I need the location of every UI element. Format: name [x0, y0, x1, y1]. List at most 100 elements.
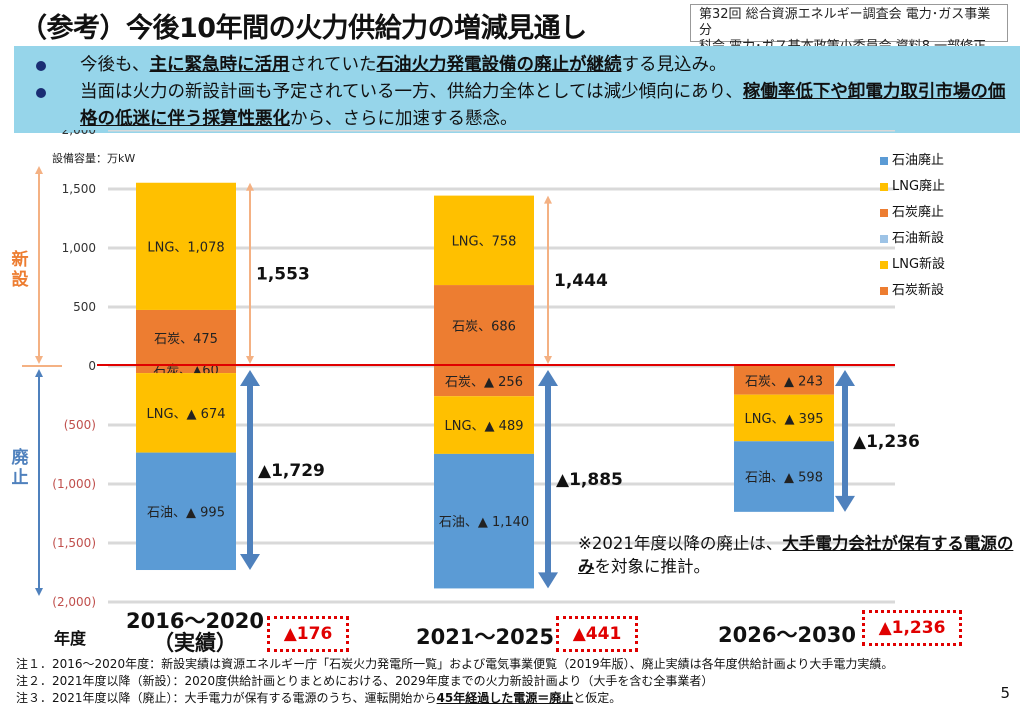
new-total-label: 1,553	[256, 264, 310, 284]
bar-segment	[434, 366, 534, 397]
bar-segment-label: LNG、1,078	[147, 240, 224, 255]
text-segment: を対象に推計。	[594, 557, 711, 576]
text-segment: する見込み。	[621, 55, 727, 75]
legend-swatch-icon	[880, 261, 888, 269]
y-axis-ticks: 2,000 1,500 1,000 500 0 (500) (1,000) (1,500) (2…	[52, 130, 96, 609]
emphasized-text: 稼働率低下や卸電力取引市場の価格の低迷に伴う採算性悪化	[80, 82, 1006, 129]
footnote-1: 注１．2016～2020年度：新設実績は資源エネルギー庁「石炭火力発電所一覧」お…	[16, 656, 893, 673]
legend-item: 石油新設	[880, 226, 945, 252]
y-tick-label: 1,500	[62, 182, 96, 196]
y-tick-label: (1,500)	[52, 536, 96, 550]
legend-item: LNG廃止	[880, 174, 945, 200]
y-tick-label: 0	[88, 359, 96, 373]
bar-segment	[734, 441, 834, 512]
emphasized-text: 45年経過した電源＝廃止	[436, 691, 574, 705]
text-segment: ※2021年度以降の廃止は、	[578, 534, 783, 553]
arrow-head-down-icon	[835, 495, 855, 512]
capacity-change-chart: 2,000 1,500 1,000 500 0 (500) (1,000) (1,500) (2…	[22, 130, 920, 609]
bar-segment	[434, 285, 534, 366]
bar-segment-label: 石油、▲ 1,140	[439, 515, 529, 530]
new-construction-label: 新設	[11, 250, 29, 290]
new-total-label: 1,444	[554, 271, 608, 291]
period-label-3: 2026～2030	[718, 623, 856, 647]
bar-segment-label: 石炭、▲ 243	[745, 374, 823, 389]
retire-total-label: ▲1,885	[556, 470, 623, 490]
footnote-3: 注３．2021年度以降（廃止）：大手電力が保有する電源のうち、運転開始から45年…	[16, 690, 893, 707]
text-segment: 今後も、	[80, 55, 150, 75]
y-tick-label: (500)	[64, 418, 96, 432]
emphasized-text: 主に緊急時に活用	[149, 55, 290, 75]
arrow-head-up-icon	[544, 195, 552, 204]
retire-total-label: ▲1,236	[853, 432, 920, 452]
arrow-head-up-icon	[35, 369, 43, 377]
y-tick-label: 2,000	[62, 130, 96, 137]
chart-legend: 石油廃止 LNG廃止石炭廃止石油新設 LNG新設石炭新設	[880, 148, 945, 304]
period-label-1: 2016～2020 （実績）	[120, 610, 270, 654]
bullet-1: 今後も、主に緊急時に活用されていた石油火力発電設備の廃止が継続する見込み。	[36, 52, 1006, 79]
bar-segment-label: 石油、▲ 995	[147, 505, 225, 520]
legend-item: 石炭新設	[880, 278, 945, 304]
legend-swatch-icon	[880, 157, 888, 165]
legend-label: 石油廃止	[892, 153, 945, 168]
period-1-line-1: 2016～2020	[126, 609, 264, 633]
bullet-2-text: 当面は火力の新設計画も予定されている一方、供給力全体としては減少傾向にあり、稼働…	[80, 82, 1005, 129]
legend-item: LNG新設	[880, 252, 945, 278]
period-1-line-2: （実績）	[153, 631, 237, 655]
y-tick-label: (2,000)	[52, 595, 96, 609]
page-number: 5	[1000, 684, 1010, 702]
text-segment: 注１．2016～2020年度：新設実績は資源エネルギー庁「石炭火力発電所一覧」お…	[16, 657, 894, 671]
bar-segment-label: 石炭、686	[452, 320, 516, 335]
bar-segment-label: LNG、758	[452, 234, 517, 249]
legend-label: LNG廃止	[892, 179, 946, 194]
retire-total-label: ▲1,729	[258, 461, 325, 481]
bullet-1-text: 今後も、主に緊急時に活用されていた石油火力発電設備の廃止が継続する見込み。	[80, 55, 726, 75]
legend-label: 石炭廃止	[892, 205, 945, 220]
page-title: （参考）今後10年間の火力供給力の増減見通し	[20, 13, 587, 44]
y-tick-label: 500	[73, 300, 96, 314]
text-segment: 注２．2021年度以降（新設）：2020度供給計画とりまとめにおける、2029年…	[16, 674, 714, 688]
emphasized-text: 石油火力発電設備の廃止が継続	[376, 55, 622, 75]
arrow-head-down-icon	[538, 572, 558, 589]
bar-segment-label: 石炭、▲ 256	[445, 375, 523, 390]
retirement-note: ※2021年度以降の廃止は、大手電力会社が保有する電源のみを対象に推計。	[578, 532, 1024, 578]
side-arrows	[22, 166, 62, 596]
arrow-head-down-icon	[240, 554, 260, 571]
y-tick-label: (1,000)	[52, 477, 96, 491]
legend-swatch-icon	[880, 209, 888, 217]
legend-label: 石油新設	[892, 231, 945, 246]
bar-segment	[734, 366, 834, 395]
bar-segment-label: LNG、▲ 489	[445, 419, 524, 434]
arrow-head-up-icon	[246, 182, 254, 191]
bar-segment	[136, 366, 236, 374]
retirement-label: 廃止	[11, 448, 29, 488]
arrow-head-up-icon	[835, 370, 855, 386]
bar-segment	[136, 452, 236, 571]
source-citation: 第32回 総合資源エネルギー調査会 電力･ガス事業分 科会 電力･ガス基本政策小…	[690, 4, 1008, 54]
bar-segment	[434, 396, 534, 454]
bullet-2: 当面は火力の新設計画も予定されている一方、供給力全体としては減少傾向にあり、稼働…	[36, 79, 1006, 133]
legend-swatch-icon	[880, 287, 888, 295]
net-total-3: ▲1,236	[862, 610, 962, 646]
x-axis-label: 年度	[54, 629, 87, 648]
arrow-head-up-icon	[240, 370, 260, 386]
arrow-head-down-icon	[35, 588, 43, 596]
bar-segment	[734, 394, 834, 442]
arrow-head-up-icon	[35, 166, 43, 174]
y-tick-label: 1,000	[62, 241, 96, 255]
bar-segment	[434, 195, 534, 286]
bar-segment	[434, 453, 534, 589]
legend-item: 石油廃止	[880, 148, 945, 174]
legend-item: 石炭廃止	[880, 200, 945, 226]
arrow-head-up-icon	[538, 370, 558, 386]
text-segment: 当面は火力の新設計画も予定されている一方、供給力全体としては減少傾向にあり、	[80, 82, 743, 102]
legend-label: LNG新設	[892, 257, 946, 272]
bar-segment	[136, 182, 236, 310]
bullet-dot-icon	[36, 61, 46, 71]
bar-segment-label: 石炭、475	[154, 332, 218, 347]
emphasized-text: 大手電力会社が保有する電源のみ	[578, 534, 1014, 576]
text-segment: 注３．2021年度以降（廃止）：大手電力が保有する電源のうち、運転開始から	[16, 691, 437, 705]
footnotes: 注１．2016～2020年度：新設実績は資源エネルギー庁「石炭火力発電所一覧」お…	[16, 656, 893, 707]
text-segment: から、さらに加速する懸念。	[290, 109, 518, 129]
bar-segment-label: 石油、▲ 598	[745, 471, 823, 486]
